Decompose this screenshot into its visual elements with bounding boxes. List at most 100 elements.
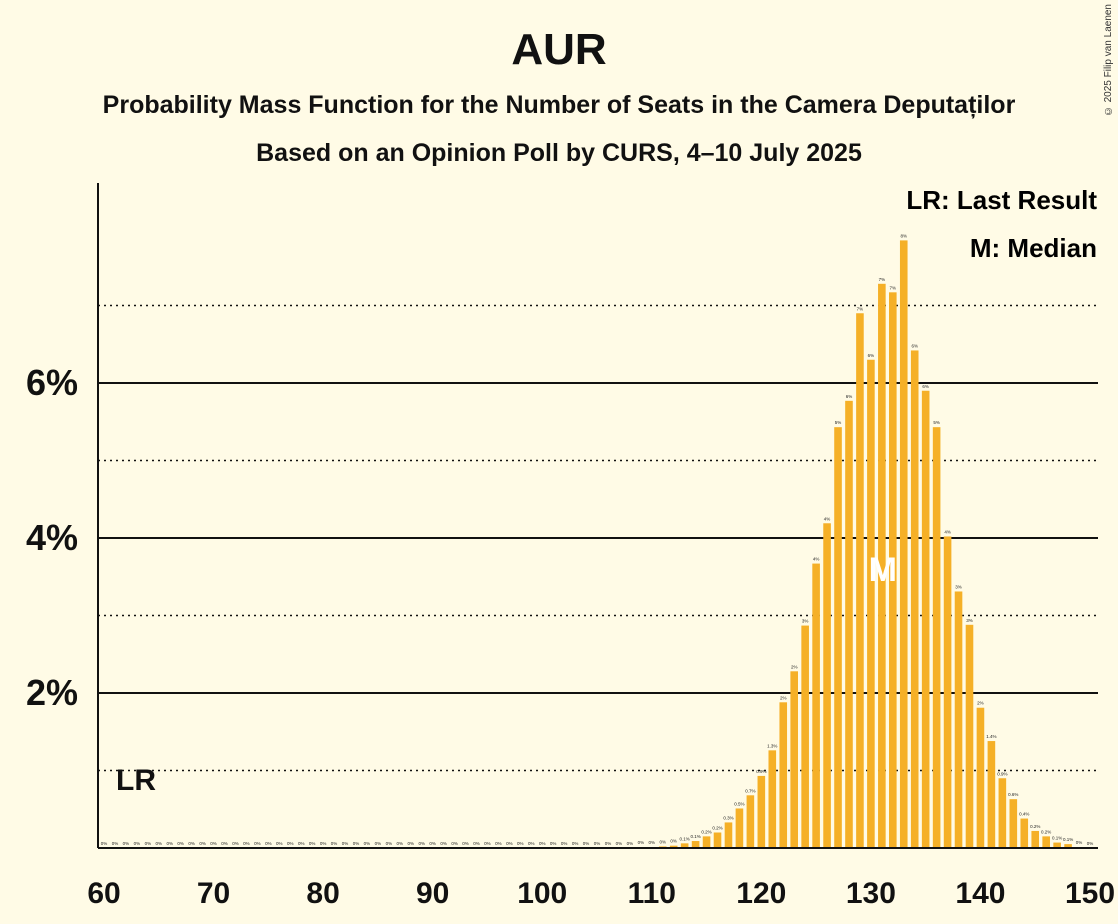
bar-label-seat-63: 0%	[134, 841, 141, 846]
bar-label-seat-129: 7%	[857, 306, 864, 311]
bar-label-seat-127: 5%	[835, 420, 842, 425]
bar-seat-138	[954, 591, 963, 848]
bar-seat-131	[878, 283, 886, 848]
bar-label-seat-109: 0%	[638, 840, 645, 845]
bar-label-seat-146: 0.2%	[1041, 829, 1051, 834]
x-tick-label-110: 110	[628, 877, 676, 910]
bar-seat-145	[1031, 830, 1040, 848]
bar-label-seat-148: 0.1%	[1063, 837, 1073, 842]
x-tick-label-80: 80	[306, 877, 339, 910]
bar-label-seat-83: 0%	[353, 841, 360, 846]
bar-label-seat-73: 0%	[243, 841, 250, 846]
bar-label-seat-111: 0%	[659, 839, 666, 844]
bar-label-seat-100: 0%	[539, 841, 546, 846]
bar-label-seat-92: 0%	[451, 841, 458, 846]
bar-label-seat-76: 0%	[276, 841, 283, 846]
bar-label-seat-85: 0%	[375, 841, 382, 846]
bar-seat-126	[823, 523, 831, 848]
bar-seat-146	[1042, 836, 1050, 848]
bar-label-seat-121: 1.3%	[767, 743, 777, 748]
bar-seat-137	[943, 536, 952, 848]
bar-seat-115	[702, 836, 711, 848]
bar-label-seat-90: 0%	[429, 841, 436, 846]
bar-seat-141	[987, 741, 996, 848]
bar-seat-140	[976, 707, 985, 848]
bar-seat-113	[680, 843, 689, 848]
bar-label-seat-130: 6%	[868, 353, 875, 358]
bar-label-seat-68: 0%	[188, 841, 195, 846]
bar-seat-130	[867, 359, 875, 848]
y-tick-label-4: 4%	[26, 517, 78, 558]
bar-seat-118	[735, 808, 744, 848]
bar-label-seat-113: 0.1%	[680, 836, 690, 841]
median-marker: M	[869, 551, 897, 589]
bar-label-seat-94: 0%	[473, 841, 480, 846]
bar-label-seat-78: 0%	[298, 841, 305, 846]
bar-label-seat-67: 0%	[177, 841, 184, 846]
bar-seat-114	[691, 841, 700, 848]
bar-label-seat-147: 0.1%	[1052, 836, 1062, 841]
legend-median: M: Median	[970, 233, 1097, 263]
bar-seat-121	[768, 750, 777, 848]
bar-label-seat-77: 0%	[287, 841, 294, 846]
bar-label-seat-150: 0%	[1087, 841, 1094, 846]
bar-seat-122	[779, 702, 788, 848]
y-tick-label-2: 2%	[26, 672, 78, 713]
bar-label-seat-87: 0%	[397, 841, 404, 846]
bar-seat-133	[899, 240, 908, 848]
bar-label-seat-144: 0.4%	[1019, 812, 1029, 817]
chart-subtitle: Probability Mass Function for the Number…	[102, 91, 1016, 119]
bar-label-seat-89: 0%	[418, 841, 425, 846]
x-tick-label-90: 90	[416, 877, 449, 910]
bar-seat-136	[932, 427, 941, 848]
bar-seat-139	[965, 624, 974, 848]
bar-seat-117	[724, 822, 733, 848]
bar-seat-144	[1020, 818, 1029, 848]
bar-label-seat-96: 0%	[495, 841, 502, 846]
bar-series	[637, 240, 1083, 848]
bar-label-seat-84: 0%	[364, 841, 371, 846]
bar-label-seat-149: 0%	[1076, 840, 1083, 845]
bar-label-seat-133: 8%	[900, 233, 907, 238]
bar-label-seat-82: 0%	[342, 841, 349, 846]
bar-label-seat-61: 0%	[112, 841, 119, 846]
bar-label-seat-122: 2%	[780, 695, 787, 700]
bar-label-seat-135: 6%	[922, 384, 929, 389]
gridlines	[98, 304, 1098, 772]
bar-label-seat-80: 0%	[320, 841, 327, 846]
bar-label-seat-99: 0%	[528, 841, 535, 846]
bar-label-seat-141: 1.4%	[986, 734, 996, 739]
bar-seat-112	[669, 845, 678, 848]
bar-label-seat-136: 5%	[933, 420, 940, 425]
bar-label-seat-138: 3%	[955, 584, 962, 589]
bar-label-seat-88: 0%	[407, 841, 414, 846]
chart-title: AUR	[511, 25, 607, 74]
bar-seat-147	[1053, 842, 1061, 848]
bar-label-seat-125: 4%	[813, 557, 820, 562]
bar-seat-123	[790, 671, 798, 848]
bar-label-seat-119: 0.7%	[745, 788, 755, 793]
bar-label-seat-118: 0.5%	[734, 801, 744, 806]
x-tick-label-100: 100	[517, 877, 567, 910]
bar-label-seat-66: 0%	[166, 841, 173, 846]
bar-label-seat-115: 0.2%	[701, 829, 711, 834]
bar-label-seat-124: 3%	[802, 619, 809, 624]
bar-label-seat-139: 3%	[966, 618, 973, 623]
bar-label-seat-117: 0.3%	[723, 815, 733, 820]
bar-label-seat-70: 0%	[210, 841, 217, 846]
bar-value-labels: 0% 0% 0% 0% 0% 0% 0% 0% 0% 0% 0% 0% 0% 0% 0% 0% 0% 0% 0% 0%…	[101, 233, 1094, 846]
y-tick-label-6: 6%	[26, 362, 78, 403]
bar-seat-134	[910, 350, 919, 848]
x-tick-label-140: 140	[955, 877, 1005, 910]
bar-label-seat-71: 0%	[221, 841, 228, 846]
last-result-marker: LR	[116, 764, 156, 797]
bar-seat-128	[845, 400, 853, 848]
bar-label-seat-97: 0%	[506, 841, 513, 846]
bar-label-seat-91: 0%	[440, 841, 447, 846]
bar-label-seat-131: 7%	[879, 277, 886, 282]
bar-seat-119	[746, 795, 755, 848]
bar-label-seat-123: 2%	[791, 664, 798, 669]
x-tick-label-130: 130	[846, 877, 896, 910]
chart-source-line: Based on an Opinion Poll by CURS, 4–10 J…	[256, 139, 862, 167]
